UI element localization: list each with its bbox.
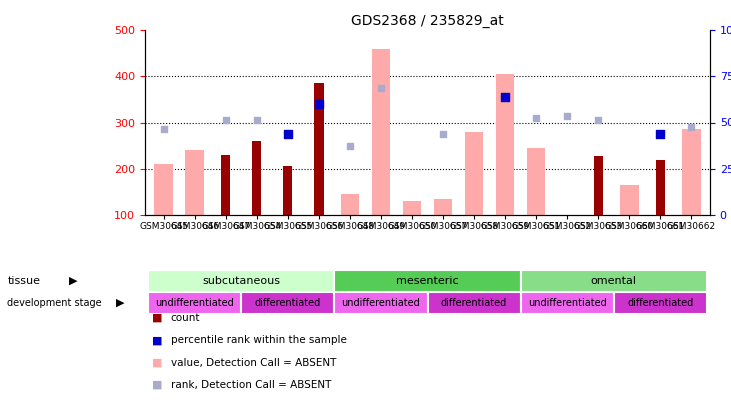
Point: [313, 101, 325, 107]
Point: [158, 126, 170, 133]
Text: differentiated: differentiated: [627, 298, 694, 308]
Bar: [186, 150, 204, 215]
Bar: [594, 156, 603, 215]
Point: [344, 143, 356, 149]
Bar: [148, 292, 241, 314]
Point: [437, 131, 449, 137]
Bar: [428, 292, 520, 314]
Text: omental: omental: [591, 276, 637, 286]
Text: mesenteric: mesenteric: [396, 276, 459, 286]
Bar: [403, 201, 421, 215]
Point: [282, 131, 294, 137]
Point: [654, 131, 666, 137]
Bar: [314, 83, 324, 215]
Bar: [148, 270, 334, 292]
Text: development stage: development stage: [7, 298, 102, 308]
Text: undifferentiated: undifferentiated: [155, 298, 234, 308]
Bar: [682, 130, 701, 215]
Text: ▶: ▶: [69, 276, 78, 286]
Text: differentiated: differentiated: [254, 298, 321, 308]
Text: count: count: [170, 313, 200, 323]
Text: subcutaneous: subcutaneous: [202, 276, 280, 286]
Text: percentile rank within the sample: percentile rank within the sample: [170, 335, 346, 345]
Text: value, Detection Call = ABSENT: value, Detection Call = ABSENT: [170, 358, 336, 368]
Bar: [527, 148, 545, 215]
Bar: [252, 141, 262, 215]
Text: tissue: tissue: [7, 276, 40, 286]
Bar: [520, 292, 614, 314]
Bar: [520, 270, 707, 292]
Point: [251, 117, 262, 124]
Bar: [656, 160, 665, 215]
Text: ■: ■: [152, 335, 163, 345]
Point: [220, 117, 232, 124]
Point: [375, 85, 387, 91]
Bar: [433, 199, 452, 215]
Text: undifferentiated: undifferentiated: [341, 298, 420, 308]
Bar: [620, 185, 639, 215]
Bar: [334, 292, 428, 314]
Text: ■: ■: [152, 380, 163, 390]
Text: rank, Detection Call = ABSENT: rank, Detection Call = ABSENT: [170, 380, 331, 390]
Text: ■: ■: [152, 358, 163, 368]
Title: GDS2368 / 235829_at: GDS2368 / 235829_at: [351, 14, 504, 28]
Point: [686, 124, 697, 130]
Bar: [283, 166, 292, 215]
Bar: [496, 74, 515, 215]
Text: ▶: ▶: [115, 298, 124, 308]
Text: undifferentiated: undifferentiated: [528, 298, 607, 308]
Point: [499, 94, 511, 100]
Bar: [241, 292, 334, 314]
Point: [592, 117, 604, 124]
Bar: [371, 49, 390, 215]
Bar: [221, 155, 230, 215]
Bar: [465, 132, 483, 215]
Text: differentiated: differentiated: [441, 298, 507, 308]
Point: [530, 115, 542, 121]
Bar: [341, 194, 359, 215]
Bar: [154, 164, 173, 215]
Text: ■: ■: [152, 313, 163, 323]
Bar: [614, 292, 707, 314]
Point: [561, 112, 573, 119]
Bar: [334, 270, 520, 292]
